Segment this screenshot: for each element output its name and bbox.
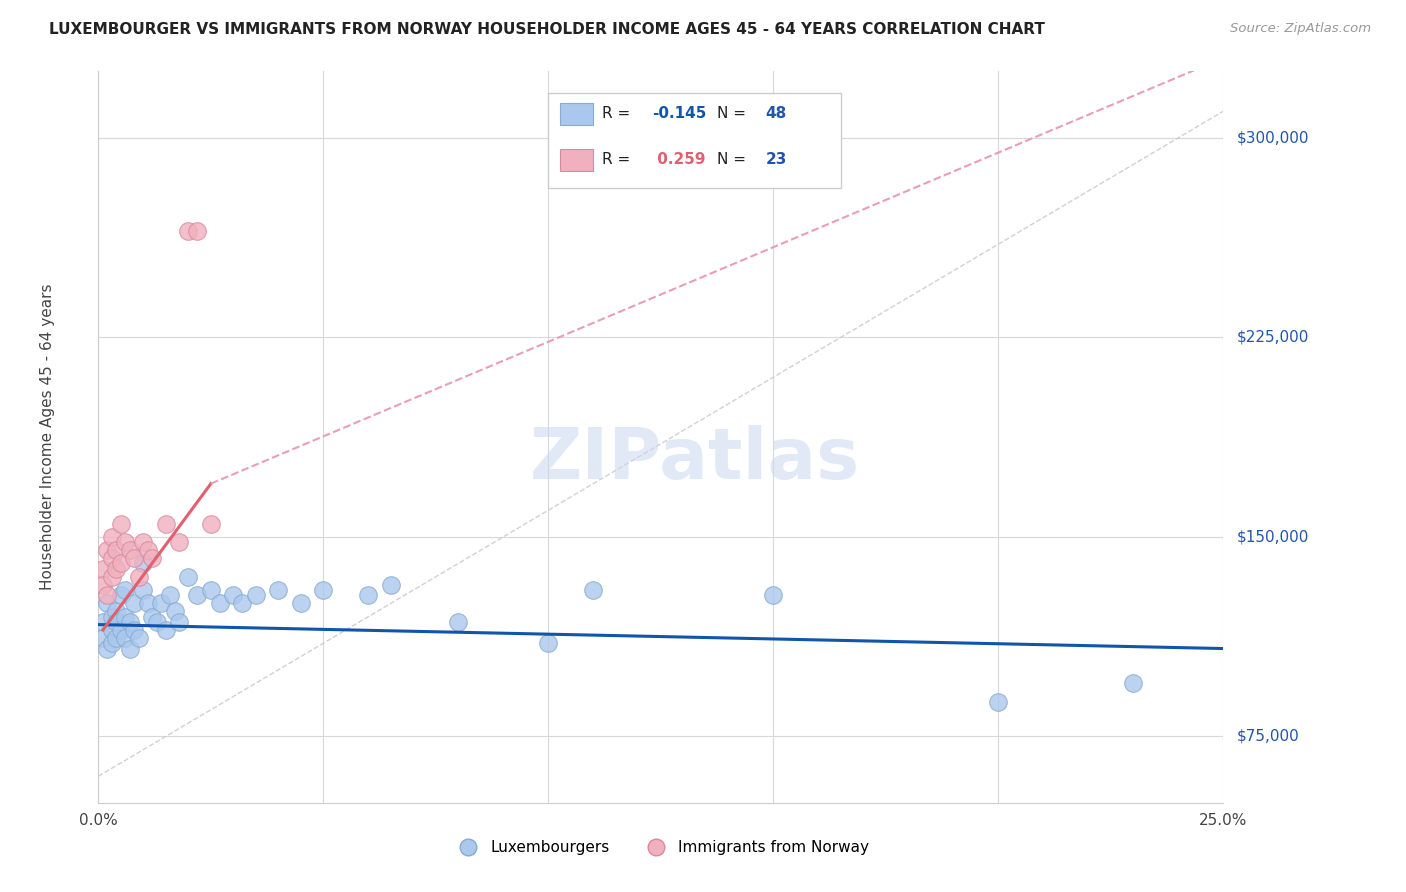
Point xyxy=(114,609,136,624)
Point xyxy=(208,596,231,610)
Point xyxy=(136,543,159,558)
Text: $75,000: $75,000 xyxy=(1237,729,1299,744)
Point xyxy=(169,615,191,629)
Point xyxy=(96,588,118,602)
Point xyxy=(267,582,290,597)
Point xyxy=(110,588,132,602)
Text: R =: R = xyxy=(602,153,636,168)
Point xyxy=(105,543,128,558)
Point xyxy=(1122,676,1144,690)
Point xyxy=(101,609,124,624)
Point xyxy=(186,588,208,602)
Point xyxy=(222,588,245,602)
Point xyxy=(380,577,402,591)
Point xyxy=(96,641,118,656)
Text: Householder Income Ages 45 - 64 years: Householder Income Ages 45 - 64 years xyxy=(41,284,55,591)
Point xyxy=(96,596,118,610)
Point xyxy=(91,577,114,591)
Point xyxy=(101,530,124,544)
Text: 0.259: 0.259 xyxy=(652,153,706,168)
Point xyxy=(169,535,191,549)
Point xyxy=(118,641,141,656)
Point xyxy=(177,224,200,238)
Point xyxy=(312,582,335,597)
Point xyxy=(155,623,177,637)
Text: N =: N = xyxy=(717,153,751,168)
Point xyxy=(101,551,124,566)
Point xyxy=(159,588,181,602)
Bar xyxy=(548,94,841,188)
Point xyxy=(101,570,124,584)
Point xyxy=(110,516,132,531)
Text: $300,000: $300,000 xyxy=(1237,130,1309,145)
Point xyxy=(124,596,146,610)
Point xyxy=(128,570,150,584)
Point xyxy=(582,582,605,597)
Point xyxy=(231,596,253,610)
Bar xyxy=(560,103,593,125)
Point xyxy=(177,570,200,584)
Point xyxy=(537,636,560,650)
Point xyxy=(124,623,146,637)
Text: R =: R = xyxy=(602,106,636,121)
Point xyxy=(105,604,128,618)
Text: -0.145: -0.145 xyxy=(652,106,706,121)
Text: 23: 23 xyxy=(765,153,787,168)
Point xyxy=(136,596,159,610)
Point xyxy=(118,615,141,629)
Text: ZIPatlas: ZIPatlas xyxy=(530,425,859,493)
Point xyxy=(101,636,124,650)
Point xyxy=(105,562,128,576)
Point xyxy=(146,615,169,629)
Point xyxy=(132,535,155,549)
Point xyxy=(105,615,128,629)
Point xyxy=(110,557,132,571)
Point xyxy=(132,582,155,597)
Point xyxy=(91,615,114,629)
Point xyxy=(91,562,114,576)
Point xyxy=(186,224,208,238)
Point xyxy=(105,631,128,645)
Point xyxy=(762,588,785,602)
Text: $225,000: $225,000 xyxy=(1237,330,1309,345)
Point xyxy=(141,609,163,624)
Point xyxy=(447,615,470,629)
Point xyxy=(155,516,177,531)
Point xyxy=(357,588,380,602)
Point xyxy=(245,588,267,602)
Point xyxy=(987,695,1010,709)
Point xyxy=(91,631,114,645)
Text: LUXEMBOURGER VS IMMIGRANTS FROM NORWAY HOUSEHOLDER INCOME AGES 45 - 64 YEARS COR: LUXEMBOURGER VS IMMIGRANTS FROM NORWAY H… xyxy=(49,22,1045,37)
Point xyxy=(114,535,136,549)
Bar xyxy=(560,149,593,171)
Point xyxy=(114,631,136,645)
Text: 48: 48 xyxy=(765,106,787,121)
Point xyxy=(114,582,136,597)
Point xyxy=(118,543,141,558)
Text: $150,000: $150,000 xyxy=(1237,529,1309,544)
Point xyxy=(141,551,163,566)
Point xyxy=(124,551,146,566)
Point xyxy=(96,543,118,558)
Point xyxy=(163,604,186,618)
Point xyxy=(150,596,173,610)
Text: N =: N = xyxy=(717,106,751,121)
Legend: Luxembourgers, Immigrants from Norway: Luxembourgers, Immigrants from Norway xyxy=(446,834,876,861)
Point xyxy=(290,596,312,610)
Point xyxy=(132,557,155,571)
Point xyxy=(101,623,124,637)
Text: Source: ZipAtlas.com: Source: ZipAtlas.com xyxy=(1230,22,1371,36)
Point xyxy=(200,516,222,531)
Point xyxy=(128,631,150,645)
Point xyxy=(110,623,132,637)
Point xyxy=(200,582,222,597)
